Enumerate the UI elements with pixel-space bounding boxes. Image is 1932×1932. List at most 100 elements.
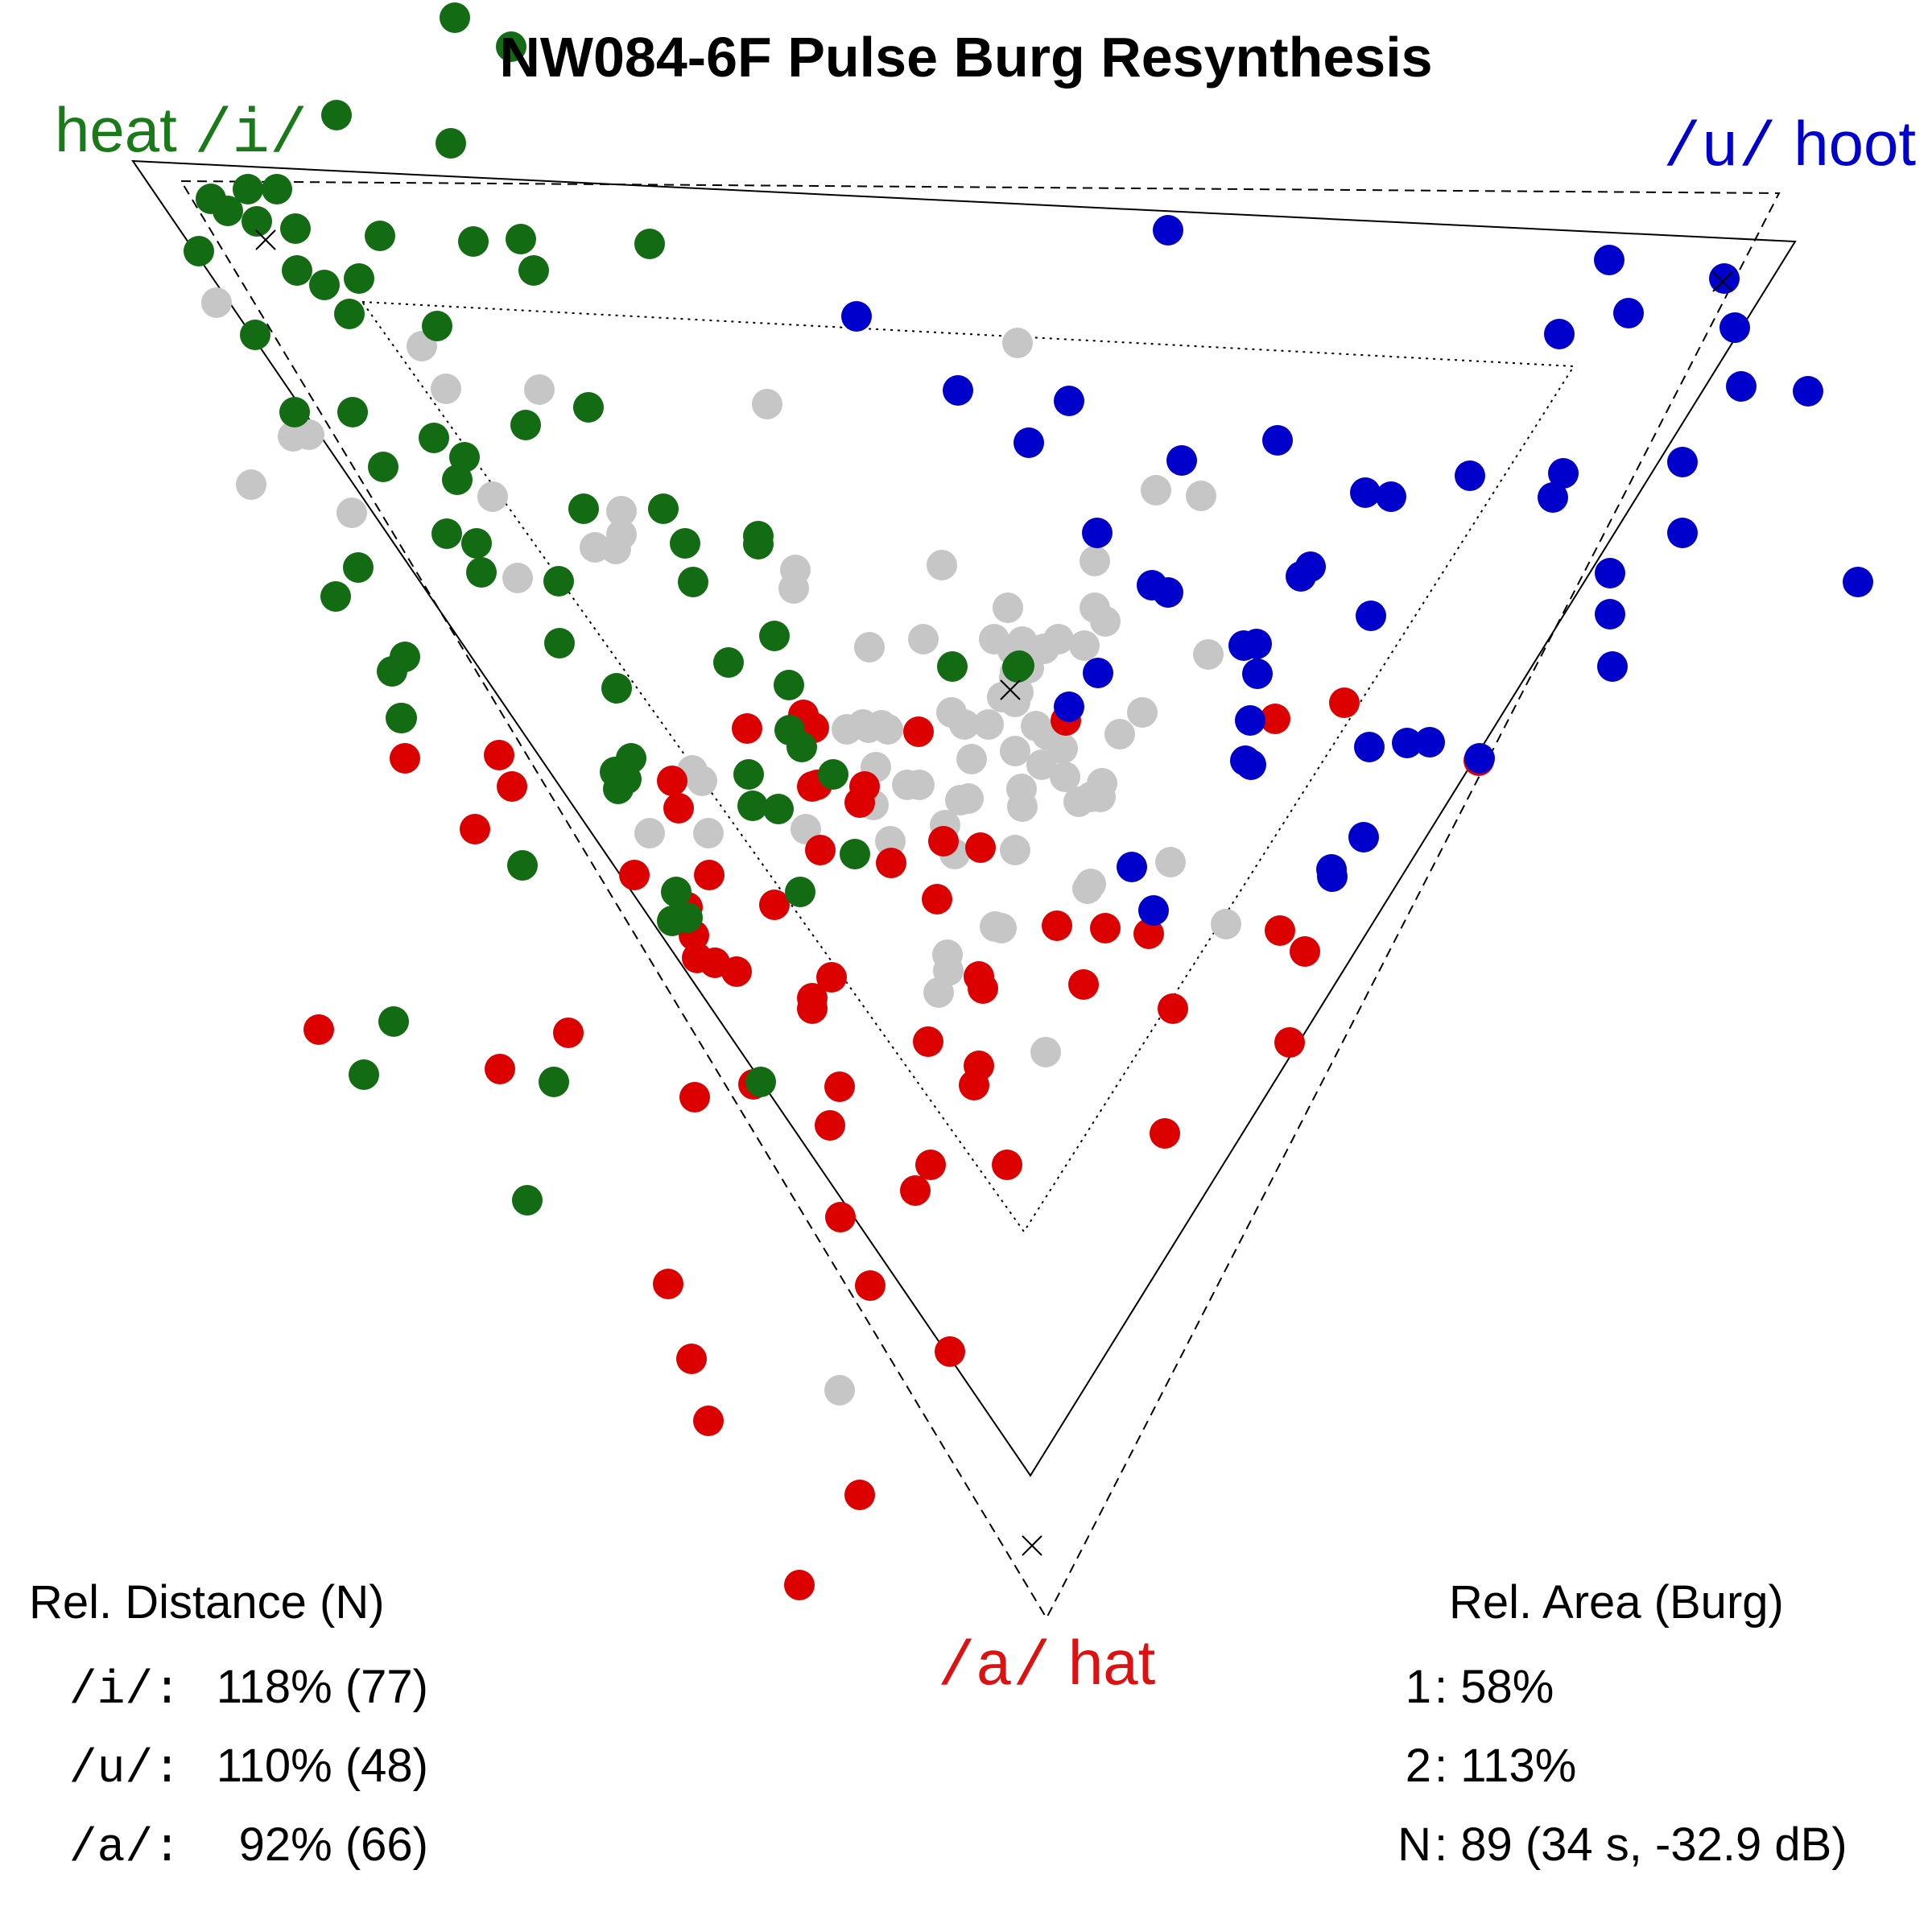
point-u-3 [1054,386,1084,416]
point-other-21 [1090,606,1121,637]
point-i-64 [507,850,538,881]
point-other-61 [1007,791,1038,822]
point-other-64 [1000,835,1030,865]
point-other-73 [824,1375,855,1406]
point-a-36 [816,962,847,993]
point-i-43 [544,628,575,658]
point-u-2 [943,375,973,406]
point-u-28 [1843,567,1873,597]
point-other-22 [780,555,811,585]
point-a-21 [876,848,906,878]
point-other-17 [1002,328,1033,358]
point-u-5 [1166,445,1197,476]
point-u-26 [1356,601,1386,631]
point-i-26 [419,423,449,453]
point-i-62 [763,794,794,824]
point-a-30 [922,884,952,914]
point-i-18 [518,255,549,286]
point-i-9 [280,213,311,244]
point-i-30 [568,493,599,524]
point-other-79 [693,818,724,848]
stats-right-value-1: : 58% [1435,1661,1554,1713]
point-other-31 [1069,630,1100,661]
point-i-33 [461,528,492,559]
point-i-29 [442,464,473,495]
point-a-55 [992,1150,1022,1180]
point-i-31 [648,493,679,524]
point-u-15 [1793,376,1823,407]
point-u-41 [1414,727,1445,758]
corner-label-a: /a/ hat [938,1627,1156,1703]
point-a-60 [653,1269,683,1299]
point-i-70 [378,1006,409,1037]
point-i-20 [422,311,452,341]
point-i-0 [440,2,470,33]
centroid-markers [255,229,1733,1556]
point-i-66 [661,877,691,907]
point-other-25 [854,632,885,663]
point-a-0 [390,743,420,774]
point-a-63 [693,1406,724,1436]
point-u-19 [1082,518,1113,548]
chart-title: NW084-6F Pulse Burg Resynthesis [499,26,1432,89]
point-a-23 [694,860,724,890]
point-i-17 [344,263,374,294]
point-other-50 [956,744,987,774]
point-i-46 [937,651,968,682]
point-i-34 [466,557,497,588]
point-a-54 [915,1150,946,1180]
point-other-72 [1030,1037,1061,1067]
point-other-47 [949,709,980,740]
stats-left-label-i: /i/: [69,1665,181,1717]
point-i-61 [737,791,768,821]
point-u-11 [1613,298,1644,328]
point-u-33 [1597,651,1628,682]
point-u-35 [1083,658,1113,688]
centroid-marker-0 [255,229,276,250]
centroid-marker-1 [1712,271,1733,292]
point-other-71 [923,977,954,1008]
point-a-18 [805,835,836,865]
point-other-9 [477,481,508,512]
point-u-39 [1236,749,1266,780]
point-u-4 [1013,427,1044,458]
point-a-53 [815,1110,845,1141]
point-other-37 [1127,697,1158,728]
triangle-solid [131,159,1797,1477]
point-a-33 [1133,919,1164,949]
point-other-56 [1075,782,1106,812]
point-a-2 [497,771,527,802]
point-i-41 [343,552,374,583]
stats-left: Rel. Distance (N) /i/: 118% (77) /u/: 11… [29,1576,428,1875]
point-a-20 [965,832,996,863]
point-i-3 [436,128,466,159]
triangle-dashed [180,180,1781,1620]
point-i-24 [337,397,368,427]
point-i-52 [386,703,417,733]
corner-word-u: hoot [1794,108,1916,179]
point-other-38 [1104,719,1135,749]
point-other-62 [953,783,984,814]
stats-right-label-2: 2 [1406,1740,1431,1792]
point-u-8 [1376,481,1406,512]
point-other-8 [336,497,367,528]
point-i-50 [377,656,407,687]
point-u-9 [1455,460,1485,491]
point-a-65 [784,1570,815,1600]
point-a-1 [484,740,514,770]
point-i-22 [573,392,604,423]
point-i-37 [743,529,774,559]
point-other-15 [927,550,957,580]
point-a-46 [959,1070,989,1100]
point-u-6 [1262,425,1293,456]
point-u-23 [1153,577,1183,608]
corner-symbol-a: /a/ [938,1633,1051,1703]
point-a-7 [903,716,934,747]
corner-symbol-u: /u/ [1663,114,1776,184]
point-u-14 [1726,371,1757,402]
point-a-10 [1329,687,1360,718]
point-u-29 [1667,447,1698,477]
point-u-17 [1548,458,1579,489]
point-a-42 [1158,993,1188,1024]
